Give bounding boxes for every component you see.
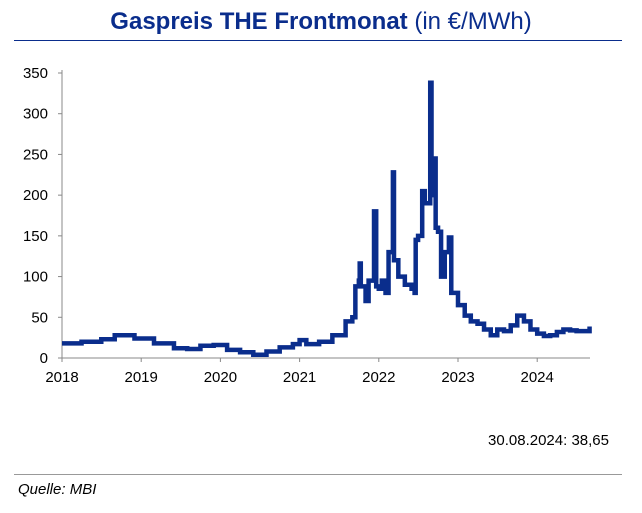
y-tick-label: 100 bbox=[23, 269, 48, 286]
x-tick-label: 2024 bbox=[521, 369, 554, 386]
y-tick-label: 150 bbox=[23, 228, 48, 245]
source-divider bbox=[14, 474, 622, 475]
x-tick-label: 2020 bbox=[204, 369, 237, 386]
title-unit: (in €/MWh) bbox=[414, 8, 532, 35]
y-tick-label: 200 bbox=[23, 187, 48, 204]
x-tick-label: 2021 bbox=[283, 369, 316, 386]
chart-title: Gaspreis THE Frontmonat (in €/MWh) bbox=[0, 8, 642, 36]
y-tick-label: 250 bbox=[23, 146, 48, 163]
x-tick-label: 2018 bbox=[45, 369, 78, 386]
title-main: Gaspreis THE Frontmonat bbox=[110, 8, 408, 35]
x-tick-label: 2022 bbox=[362, 369, 395, 386]
source-note: Quelle: MBI bbox=[18, 481, 97, 498]
last-value-annotation: 30.08.2024: 38,65 bbox=[488, 432, 609, 449]
series-line bbox=[62, 80, 592, 357]
x-tick-label: 2019 bbox=[125, 369, 158, 386]
y-tick-label: 50 bbox=[31, 309, 48, 326]
title-divider bbox=[14, 40, 622, 41]
y-tick-label: 350 bbox=[23, 65, 48, 82]
y-tick-label: 300 bbox=[23, 106, 48, 123]
y-tick-label: 0 bbox=[40, 350, 48, 367]
x-tick-label: 2023 bbox=[441, 369, 474, 386]
